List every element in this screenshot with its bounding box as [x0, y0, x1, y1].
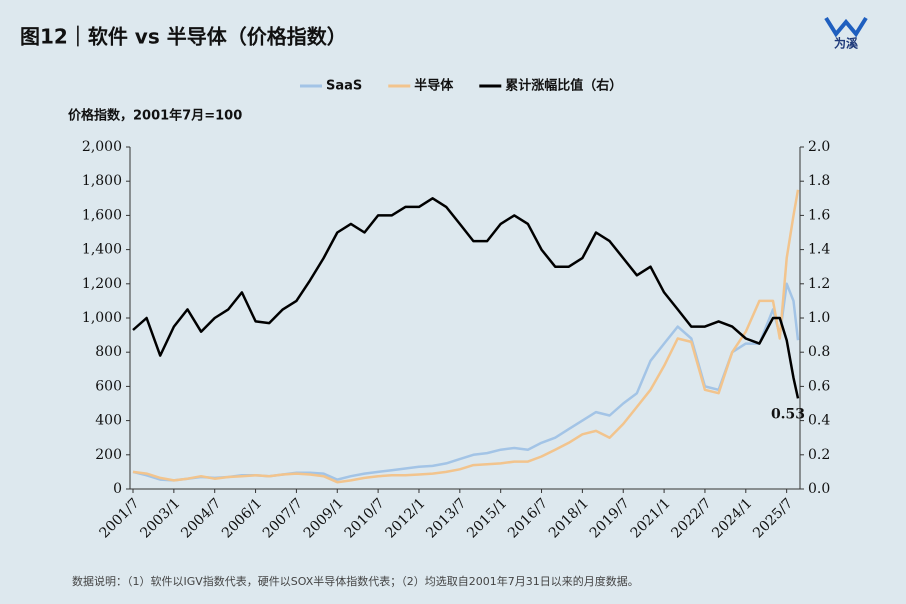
y2-tick-label: 0.6: [808, 378, 830, 394]
y2-tick-label: 1.0: [808, 310, 830, 326]
y-axis-label: 价格指数，2001年7月=100: [68, 108, 242, 124]
y-tick-label: 1,000: [82, 310, 122, 326]
legend-label: SaaS: [326, 79, 362, 94]
series-line: [132, 189, 800, 484]
logo-icon: [824, 16, 868, 38]
y2-tick-label: 2.0: [808, 139, 830, 155]
y-tick-label: 1,400: [82, 242, 122, 258]
footnote: 数据说明：（1）软件以IGV指数代表，硬件以SOX半导体指数代表；（2）均选取自…: [72, 574, 639, 588]
annotation: 0.53: [771, 406, 805, 422]
y-tick-label: 2,000: [82, 139, 122, 155]
y-tick-label: 200: [95, 447, 122, 463]
y2-tick-label: 0.4: [808, 413, 830, 429]
y2-tick-label: 1.6: [808, 207, 830, 223]
series-line: [132, 197, 800, 399]
y-tick-label: 1,600: [82, 207, 122, 223]
y-tick-label: 600: [95, 378, 122, 394]
y2-tick-label: 0.8: [808, 344, 830, 360]
y2-tick-label: 1.8: [808, 173, 830, 189]
y-tick-label: 800: [95, 344, 122, 360]
logo: 为溪: [834, 36, 859, 51]
legend-label: 累计涨幅比值（右）: [505, 78, 622, 94]
y2-tick-label: 0.2: [808, 447, 830, 463]
y-tick-label: 1,800: [82, 173, 122, 189]
y-tick-label: 1,200: [82, 276, 122, 292]
chart-title: 图12｜软件 vs 半导体（价格指数）: [20, 25, 347, 49]
y2-tick-label: 1.4: [808, 242, 830, 258]
y2-tick-label: 0.0: [808, 481, 830, 497]
y-tick-label: 400: [95, 413, 122, 429]
y2-tick-label: 1.2: [808, 276, 830, 292]
y-tick-label: 0: [113, 481, 122, 497]
legend-label: 半导体: [414, 78, 454, 94]
